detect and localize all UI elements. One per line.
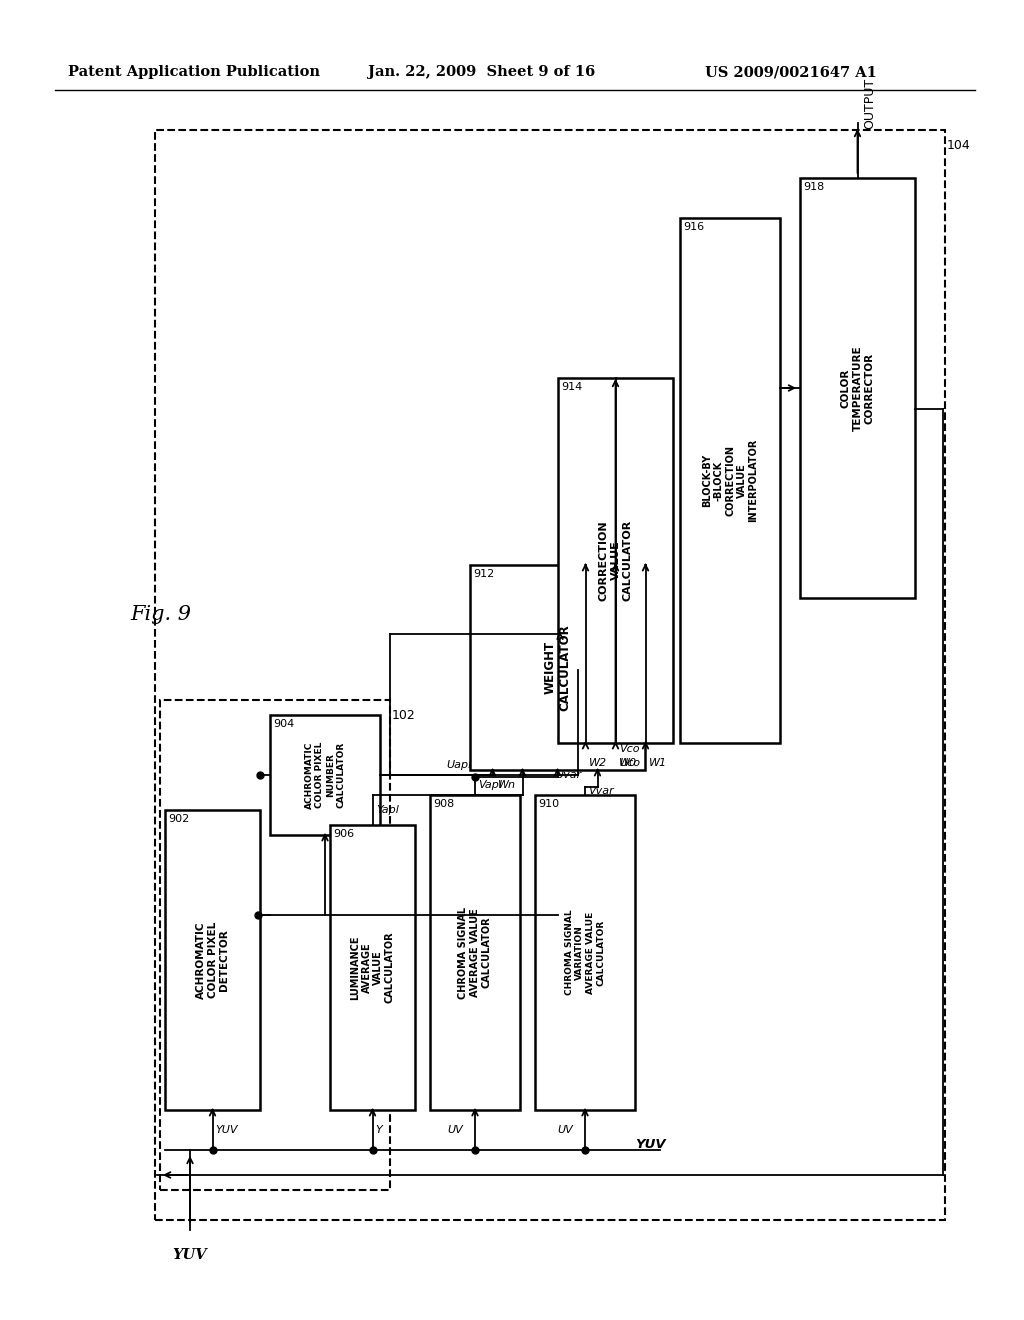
- Text: Vco: Vco: [620, 744, 640, 754]
- Text: LUMINANCE
AVERAGE
VALUE
CALCULATOR: LUMINANCE AVERAGE VALUE CALCULATOR: [350, 932, 395, 1003]
- Text: Yapl: Yapl: [377, 805, 399, 814]
- Text: W2: W2: [589, 758, 606, 768]
- Text: UV: UV: [557, 1125, 572, 1135]
- Text: Vapl: Vapl: [478, 780, 502, 789]
- Bar: [155, 129, 945, 1220]
- Bar: [270, 715, 380, 836]
- Text: 102: 102: [392, 709, 416, 722]
- Text: WEIGHT
CALCULATOR: WEIGHT CALCULATOR: [544, 624, 571, 711]
- Text: COLOR
TEMPERATURE
CORRECTOR: COLOR TEMPERATURE CORRECTOR: [841, 346, 874, 430]
- Text: Uapl: Uapl: [446, 760, 472, 770]
- Text: Fig. 9: Fig. 9: [130, 605, 191, 624]
- Text: 914: 914: [561, 381, 583, 392]
- Text: 904: 904: [273, 719, 294, 729]
- Text: US 2009/0021647 A1: US 2009/0021647 A1: [705, 65, 877, 79]
- Text: Wn: Wn: [498, 780, 515, 789]
- Text: W1: W1: [648, 758, 667, 768]
- Text: YUV: YUV: [173, 1247, 207, 1262]
- Text: Uvar: Uvar: [556, 770, 582, 780]
- Text: 104: 104: [947, 139, 971, 152]
- Text: 908: 908: [433, 799, 455, 809]
- Bar: [800, 178, 915, 598]
- Bar: [470, 565, 645, 770]
- Bar: [165, 810, 260, 1110]
- Text: Uco: Uco: [620, 758, 640, 768]
- Bar: [558, 378, 673, 743]
- Text: CORRECTION
VALUE
CALCULATOR: CORRECTION VALUE CALCULATOR: [599, 520, 632, 601]
- Text: 912: 912: [473, 569, 495, 579]
- Text: BLOCK-BY
-BLOCK
CORRECTION
VALUE
INTERPOLATOR: BLOCK-BY -BLOCK CORRECTION VALUE INTERPO…: [701, 438, 758, 523]
- Text: 910: 910: [538, 799, 559, 809]
- Bar: [160, 700, 390, 1191]
- Text: ACHROMATIC
COLOR PIXEL
NUMBER
CALCULATOR: ACHROMATIC COLOR PIXEL NUMBER CALCULATOR: [305, 742, 345, 809]
- Text: 902: 902: [168, 814, 189, 824]
- Text: YUV: YUV: [635, 1138, 666, 1151]
- Text: Jan. 22, 2009  Sheet 9 of 16: Jan. 22, 2009 Sheet 9 of 16: [368, 65, 595, 79]
- Text: UV: UV: [447, 1125, 463, 1135]
- Bar: [330, 825, 415, 1110]
- Text: ACHROMATIC
COLOR PIXEL
DETECTOR: ACHROMATIC COLOR PIXEL DETECTOR: [196, 921, 229, 999]
- Bar: [535, 795, 635, 1110]
- Text: OUTPUT: OUTPUT: [863, 78, 876, 128]
- Text: Patent Application Publication: Patent Application Publication: [68, 65, 319, 79]
- Text: 916: 916: [683, 222, 705, 232]
- Text: Y: Y: [376, 1125, 382, 1135]
- Text: CHROMA SIGNAL
AVERAGE VALUE
CALCULATOR: CHROMA SIGNAL AVERAGE VALUE CALCULATOR: [459, 907, 492, 998]
- Text: CHROMA SIGNAL
VARIATION
AVERAGE VALUE
CALCULATOR: CHROMA SIGNAL VARIATION AVERAGE VALUE CA…: [565, 909, 605, 995]
- Text: 906: 906: [333, 829, 354, 840]
- Text: 918: 918: [803, 182, 824, 191]
- Text: Vvar: Vvar: [588, 785, 613, 796]
- Bar: [430, 795, 520, 1110]
- Text: YUV: YUV: [215, 1125, 238, 1135]
- Bar: [680, 218, 780, 743]
- Text: W0: W0: [618, 758, 637, 768]
